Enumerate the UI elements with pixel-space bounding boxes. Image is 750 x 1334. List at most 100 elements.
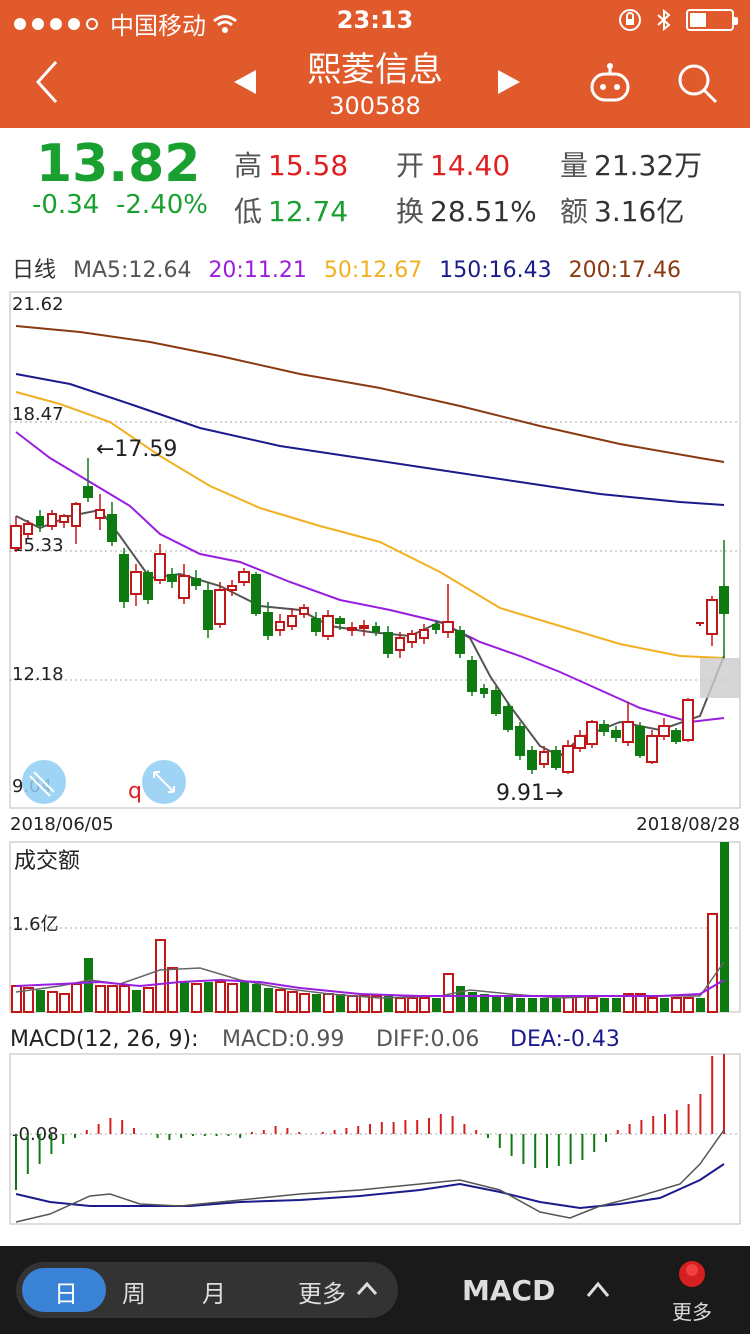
signal-dot-empty [86, 17, 98, 30]
volume-bar-up [95, 985, 106, 1013]
robot-icon[interactable] [588, 62, 632, 106]
volume-bar-down [540, 998, 549, 1012]
y-label: 21.62 [12, 294, 64, 315]
signal-dot [50, 17, 62, 30]
tab-day[interactable]: 日 [54, 1280, 78, 1308]
search-icon[interactable] [676, 62, 720, 106]
stock-name: 熙菱信息 [307, 50, 443, 90]
candle-up [539, 746, 549, 768]
expand-icon[interactable] [142, 760, 186, 804]
signal-dot [32, 17, 44, 30]
price-change: -0.34 [32, 190, 100, 220]
candle-down [335, 616, 345, 630]
period-switcher: 日 周 月 更多 [16, 1262, 398, 1318]
volume-bar-down [612, 998, 621, 1012]
amount-label: 额 [560, 195, 589, 228]
next-stock-icon[interactable] [496, 68, 522, 96]
diff-value: DIFF:0.06 [376, 1027, 479, 1052]
candle-up [130, 564, 142, 606]
volume-bar-up [299, 993, 310, 1013]
min-annotation: 9.91→ [496, 781, 563, 806]
volume-bar-up [407, 997, 418, 1013]
high-price: 高 15.58 [234, 144, 348, 184]
ma5-line [15, 508, 725, 758]
candle-down [671, 728, 681, 744]
chevron-up-icon[interactable] [356, 1280, 378, 1296]
volume-bar-down [432, 998, 441, 1012]
volume-bar-down [720, 842, 729, 1012]
volume-bar-up [167, 967, 178, 1013]
volume-scale-label: 1.6亿 [12, 914, 59, 935]
candle-up [275, 614, 285, 636]
previous-stock-icon[interactable] [232, 68, 258, 96]
tab-more[interactable]: 更多 [298, 1280, 346, 1308]
draw-tool-button[interactable] [22, 760, 66, 804]
candle-down [167, 568, 177, 588]
signal-dot [14, 17, 26, 30]
ma200-line [15, 325, 725, 463]
candle-down [527, 746, 537, 774]
candlesticks [10, 458, 729, 774]
volume-bar-up [47, 991, 58, 1013]
volume-value: 21.32万 [594, 149, 703, 182]
turnover: 换 28.51% [396, 190, 537, 230]
candle-down [611, 726, 621, 742]
volume-bar-up [71, 983, 82, 1013]
period-label: 日线 [12, 258, 57, 283]
chart-area[interactable]: 日线 MA5:12.64 20:11.21 50:12.67 150:16.43… [0, 246, 750, 1246]
turnover-value: 28.51% [430, 195, 537, 228]
volume-bar-down [84, 958, 93, 1012]
ma5-label: MA5:12.64 [73, 258, 192, 283]
candle-up [322, 610, 334, 640]
volume-bar-down [504, 996, 513, 1012]
chevron-up-icon[interactable] [586, 1280, 610, 1298]
tab-week[interactable]: 周 [122, 1280, 146, 1308]
open-price: 开 14.40 [396, 144, 510, 184]
ma50-label: 50:12.67 [323, 258, 423, 283]
candle-up [178, 564, 190, 604]
candle-up [154, 544, 166, 584]
kline-chart[interactable]: 21.62 18.47 15.33 12.18 9.04 [0, 246, 750, 1246]
high-value: 15.58 [268, 149, 349, 182]
wifi-icon [213, 14, 237, 33]
candle-up [238, 568, 250, 586]
start-date: 2018/06/05 [10, 814, 114, 835]
volume-bar-up [275, 989, 286, 1013]
candle-up [586, 720, 598, 748]
volume-bar-up [155, 939, 166, 1013]
volume-bar-up [119, 985, 130, 1013]
tab-month[interactable]: 月 [202, 1280, 226, 1308]
candle-up [706, 596, 718, 646]
candle-up [407, 630, 417, 648]
amount: 额 3.16亿 [560, 190, 684, 230]
volume-bar-up [623, 993, 634, 1013]
candle-up [696, 622, 704, 626]
ma150-label: 150:16.43 [439, 258, 552, 283]
carrier-name: 中国移动 [110, 12, 206, 40]
ma20-label: 20:11.21 [208, 258, 307, 283]
volume-bar-up [143, 987, 154, 1013]
back-icon[interactable] [30, 58, 62, 106]
app-header: 中国移动 23:13 [0, 0, 750, 128]
candle-up [574, 730, 586, 752]
more-label[interactable]: 更多 [672, 1300, 712, 1324]
nav-bar: 熙菱信息 300588 [0, 40, 750, 128]
candle-up [214, 582, 226, 628]
candle-up [359, 620, 369, 636]
candle-down [251, 572, 261, 616]
low-label: 低 [234, 195, 263, 228]
candle-down [455, 626, 465, 658]
candle-down [551, 746, 561, 770]
volume-bar-down [312, 994, 321, 1012]
candle-up [227, 580, 237, 596]
more-icon[interactable] [676, 1258, 708, 1290]
candle-up [658, 718, 670, 740]
volume-bar-down [36, 990, 45, 1012]
volume-bar-down [264, 988, 273, 1012]
volume-bar-up [575, 995, 586, 1013]
price-panel-frame [9, 291, 741, 809]
volume-bar-up [227, 983, 238, 1013]
y-label: 12.18 [12, 664, 64, 685]
indicator-selector[interactable]: MACD [462, 1274, 556, 1307]
current-price-marker [700, 658, 740, 698]
